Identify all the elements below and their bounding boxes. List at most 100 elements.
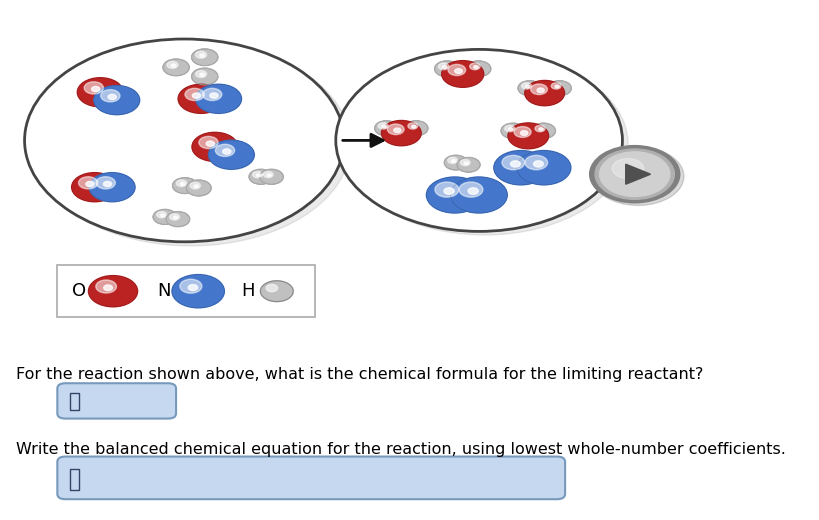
Circle shape: [375, 121, 398, 136]
Circle shape: [192, 49, 218, 66]
Circle shape: [502, 155, 525, 170]
Circle shape: [210, 93, 218, 98]
Circle shape: [548, 81, 571, 96]
Circle shape: [438, 63, 449, 70]
Text: Write the balanced chemical equation for the reaction, using lowest whole-number: Write the balanced chemical equation for…: [16, 443, 786, 457]
Circle shape: [555, 85, 559, 88]
Circle shape: [173, 178, 197, 193]
Circle shape: [92, 86, 100, 92]
Circle shape: [192, 132, 238, 161]
Circle shape: [71, 173, 117, 202]
Circle shape: [266, 284, 278, 292]
Circle shape: [267, 174, 271, 176]
Circle shape: [104, 285, 112, 291]
Circle shape: [200, 73, 205, 76]
Circle shape: [509, 128, 513, 131]
Circle shape: [444, 188, 455, 194]
Circle shape: [450, 177, 507, 213]
Circle shape: [153, 210, 177, 225]
Circle shape: [96, 280, 116, 293]
Circle shape: [537, 88, 545, 93]
Circle shape: [378, 123, 388, 129]
Circle shape: [469, 63, 480, 70]
Circle shape: [190, 183, 201, 189]
Circle shape: [178, 84, 224, 113]
Circle shape: [525, 155, 548, 170]
Text: N: N: [157, 282, 170, 300]
Circle shape: [508, 123, 549, 149]
Circle shape: [505, 125, 515, 132]
Circle shape: [427, 177, 483, 213]
Circle shape: [260, 170, 283, 184]
Circle shape: [180, 183, 185, 185]
Circle shape: [188, 284, 197, 291]
Circle shape: [600, 152, 670, 197]
Circle shape: [448, 158, 458, 163]
Circle shape: [442, 66, 447, 69]
Polygon shape: [626, 164, 650, 184]
Circle shape: [209, 140, 255, 170]
Circle shape: [451, 160, 455, 162]
Circle shape: [612, 159, 644, 178]
Circle shape: [196, 84, 242, 113]
Circle shape: [510, 161, 520, 167]
Circle shape: [202, 88, 222, 100]
Text: O: O: [72, 282, 87, 300]
Circle shape: [108, 94, 116, 99]
Circle shape: [101, 89, 120, 102]
FancyBboxPatch shape: [57, 265, 315, 317]
Circle shape: [163, 59, 189, 76]
Circle shape: [532, 123, 555, 138]
Circle shape: [473, 66, 478, 69]
Circle shape: [535, 125, 545, 132]
Circle shape: [494, 150, 548, 185]
Circle shape: [196, 51, 206, 58]
Circle shape: [194, 185, 198, 188]
Circle shape: [252, 172, 263, 178]
Circle shape: [522, 83, 532, 89]
Circle shape: [192, 93, 201, 98]
Circle shape: [590, 146, 680, 203]
Circle shape: [531, 84, 547, 95]
Circle shape: [539, 128, 543, 131]
Circle shape: [79, 177, 97, 189]
Circle shape: [103, 181, 111, 187]
Circle shape: [448, 64, 466, 75]
Circle shape: [161, 214, 165, 217]
FancyBboxPatch shape: [57, 457, 565, 499]
Circle shape: [592, 147, 684, 205]
Circle shape: [441, 61, 484, 87]
Circle shape: [200, 54, 205, 57]
Circle shape: [595, 149, 674, 199]
Circle shape: [180, 279, 201, 293]
Circle shape: [382, 121, 421, 146]
Circle shape: [206, 141, 215, 146]
Circle shape: [387, 124, 404, 135]
Circle shape: [412, 125, 416, 128]
Circle shape: [88, 276, 138, 307]
Circle shape: [167, 61, 178, 69]
Circle shape: [31, 43, 351, 246]
Circle shape: [215, 144, 234, 157]
Circle shape: [525, 85, 530, 88]
Circle shape: [517, 150, 571, 185]
Circle shape: [457, 158, 480, 172]
Circle shape: [176, 180, 187, 187]
Circle shape: [336, 49, 622, 231]
Circle shape: [444, 155, 468, 170]
Circle shape: [342, 53, 628, 235]
Circle shape: [263, 172, 273, 178]
Circle shape: [260, 281, 293, 302]
Circle shape: [96, 177, 115, 189]
Circle shape: [249, 170, 273, 184]
Circle shape: [77, 77, 123, 107]
FancyBboxPatch shape: [57, 383, 176, 419]
Circle shape: [171, 64, 176, 67]
Circle shape: [455, 69, 462, 73]
Circle shape: [514, 126, 531, 137]
Circle shape: [501, 123, 525, 138]
Circle shape: [533, 161, 543, 167]
Circle shape: [196, 71, 206, 77]
Circle shape: [86, 181, 94, 187]
Circle shape: [518, 81, 541, 96]
